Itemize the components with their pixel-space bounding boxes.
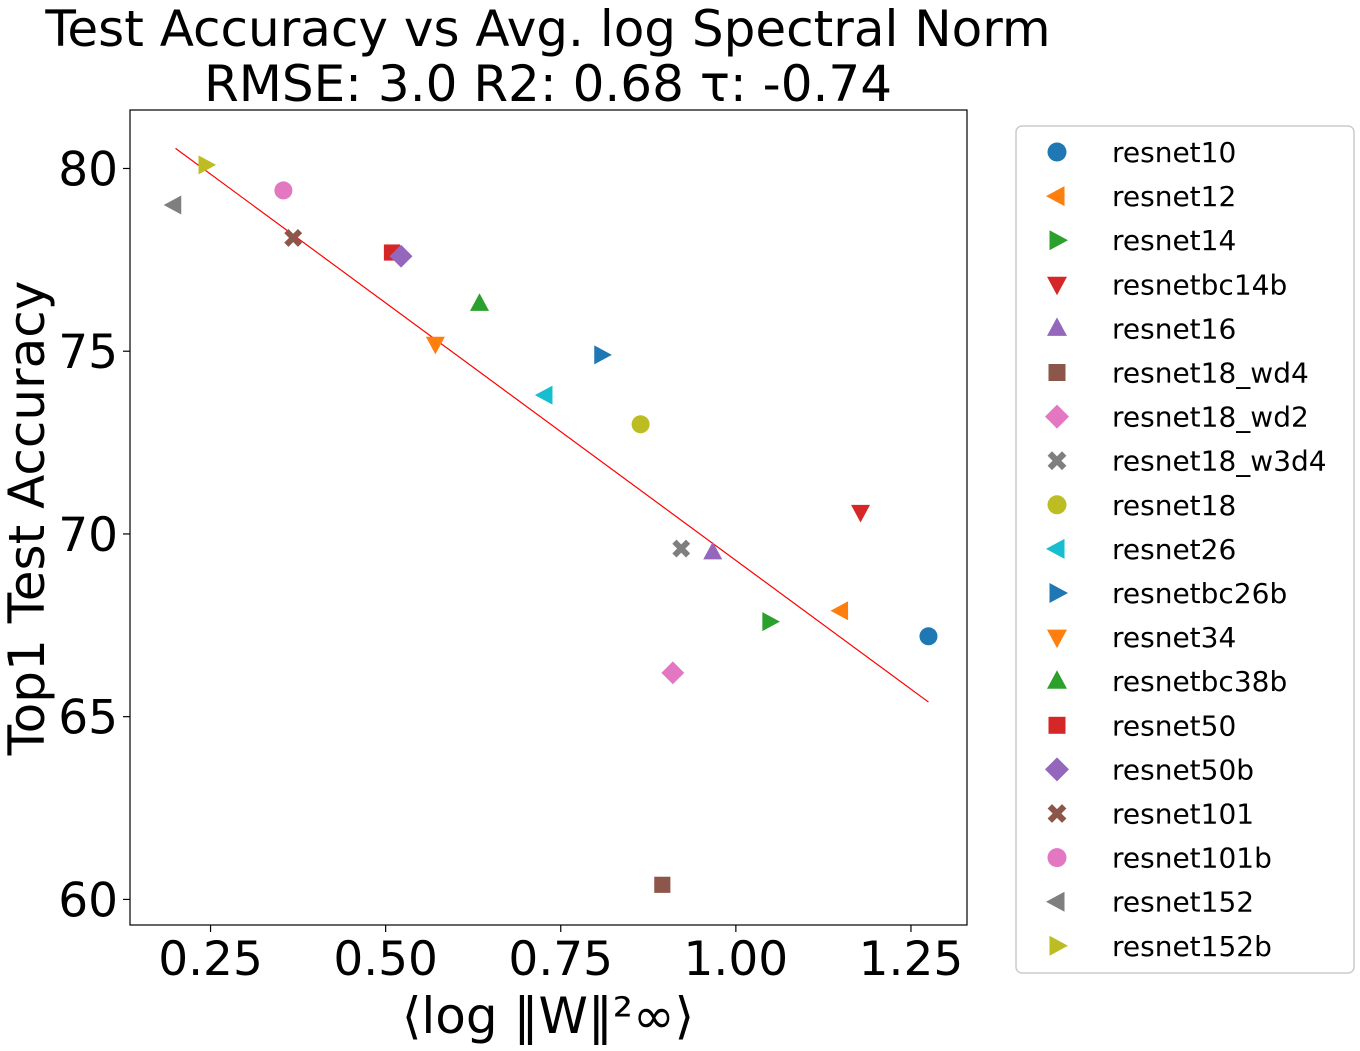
y-tick-label: 60	[58, 873, 118, 928]
plot-area	[163, 147, 938, 893]
legend-item-resnet50: resnet50	[1048, 709, 1236, 742]
legend-label: resnet152b	[1112, 930, 1272, 963]
legend-box	[1015, 125, 1355, 974]
legend-label: resnet101	[1112, 798, 1254, 831]
legend-label: resnet16	[1112, 312, 1236, 345]
legend-marker-resnet152	[1046, 891, 1065, 912]
legend-marker-resnet101	[1047, 804, 1067, 823]
data-point-resnet152	[163, 195, 182, 215]
legend-item-resnet152: resnet152	[1046, 886, 1254, 919]
legend-label: resnet18_wd4	[1112, 357, 1309, 390]
legend-item-resnet26: resnet26	[1046, 533, 1236, 566]
legend-item-resnetbc14b: resnetbc14b	[1047, 268, 1287, 301]
legend: resnet10 resnet12 resnet14 resnetbc14b resne…	[1015, 125, 1355, 974]
legend-marker-resnetbc14b	[1047, 276, 1067, 296]
legend-label: resnet14	[1112, 224, 1236, 257]
legend-label: resnetbc14b	[1112, 268, 1287, 301]
chart-title-line1: Test Accuracy vs Avg. log Spectral Norm	[44, 0, 1050, 58]
legend-label: resnet18	[1112, 489, 1236, 522]
legend-label: resnet12	[1112, 180, 1236, 213]
x-tick-label: 0.50	[333, 932, 438, 987]
x-tick-label: 0.75	[508, 932, 613, 987]
legend-item-resnet101: resnet101	[1047, 798, 1254, 831]
legend-marker-resnet10	[1047, 142, 1067, 162]
legend-marker-resnet50	[1048, 716, 1066, 734]
legend-label: resnetbc26b	[1112, 577, 1287, 610]
legend-label: resnet50b	[1112, 753, 1254, 786]
legend-item-resnet12: resnet12	[1046, 180, 1236, 213]
data-point-resnetbc38b	[470, 293, 490, 311]
legend-item-resnet18: resnet18	[1047, 489, 1236, 522]
legend-label: resnet50	[1112, 709, 1236, 742]
data-point-resnet18_w3d4	[672, 539, 691, 558]
y-tick-label: 65	[58, 691, 118, 746]
legend-item-resnet18_wd2: resnet18_wd2	[1045, 401, 1309, 434]
legend-item-resnet50b: resnet50b	[1045, 753, 1254, 786]
data-point-resnet152b	[198, 155, 217, 175]
data-point-resnet12	[830, 601, 849, 621]
legend-label: resnet34	[1112, 621, 1236, 654]
legend-marker-resnet16	[1047, 317, 1067, 336]
legend-item-resnet14: resnet14	[1049, 224, 1236, 257]
data-point-resnetbc14b	[851, 504, 871, 523]
legend-marker-resnet101b	[1047, 848, 1067, 868]
y-tick-label: 70	[58, 508, 118, 563]
data-point-resnet14	[762, 612, 780, 632]
x-tick-label: 1.00	[684, 932, 789, 987]
x-axis-ticks: 0.25 0.50 0.75 1.00 1.25	[158, 925, 963, 987]
legend-label: resnet10	[1112, 136, 1236, 169]
legend-label: resnet152	[1112, 886, 1254, 919]
y-tick-label: 80	[58, 142, 118, 197]
legend-label: resnetbc38b	[1112, 665, 1287, 698]
legend-marker-resnetbc38b	[1047, 670, 1067, 689]
legend-item-resnet18_wd4: resnet18_wd4	[1048, 357, 1309, 390]
data-point-resnet50b	[389, 244, 413, 268]
chart-title-line2: RMSE: 3.0 R2: 0.68 τ: -0.74	[204, 55, 892, 113]
data-point-resnet34	[425, 336, 445, 355]
data-point-resnet18_wd4	[654, 876, 671, 893]
legend-marker-resnet34	[1047, 629, 1067, 649]
legend-item-resnet34: resnet34	[1047, 621, 1236, 654]
legend-marker-resnet18	[1047, 495, 1067, 515]
data-point-resnet101b	[274, 181, 293, 200]
legend-marker-resnet18_wd4	[1048, 364, 1066, 381]
legend-item-resnet152b: resnet152b	[1049, 930, 1272, 963]
data-point-resnet10	[919, 627, 938, 646]
data-point-resnet18	[631, 415, 650, 434]
legend-marker-resnet14	[1049, 230, 1068, 251]
legend-label: resnet101b	[1112, 842, 1272, 875]
legend-marker-resnetbc26b	[1049, 583, 1068, 603]
data-point-resnet18_wd2	[661, 661, 685, 685]
legend-item-resnetbc38b: resnetbc38b	[1047, 665, 1287, 698]
legend-marker-resnet12	[1046, 186, 1065, 207]
y-axis-ticks: 60 65 70 75 80	[58, 142, 130, 928]
data-point-resnet16	[703, 541, 723, 560]
x-tick-label: 0.25	[158, 932, 263, 987]
legend-label: resnet26	[1112, 533, 1236, 566]
data-point-resnet26	[534, 385, 553, 405]
y-tick-label: 75	[58, 325, 118, 380]
legend-item-resnetbc26b: resnetbc26b	[1049, 577, 1287, 610]
legend-item-resnet101b: resnet101b	[1047, 842, 1272, 875]
legend-marker-resnet18_wd2	[1045, 404, 1069, 429]
y-axis-label: Top1 Test Accuracy	[0, 281, 56, 757]
legend-item-resnet10: resnet10	[1047, 136, 1236, 169]
data-point-resnet101	[284, 228, 303, 247]
legend-marker-resnet50b	[1045, 757, 1069, 782]
plot-frame	[129, 109, 968, 926]
legend-label: resnet18_w3d4	[1112, 445, 1327, 478]
regression-line	[175, 147, 929, 703]
legend-marker-resnet18_w3d4	[1047, 451, 1067, 471]
legend-marker-resnet26	[1046, 538, 1065, 559]
legend-label: resnet18_wd2	[1112, 401, 1309, 434]
legend-item-resnet16: resnet16	[1047, 312, 1236, 345]
legend-marker-resnet152b	[1049, 935, 1068, 956]
x-tick-label: 1.25	[859, 932, 964, 987]
x-axis-label: ⟨log ‖W‖²∞⟩	[402, 987, 694, 1045]
data-point-resnetbc26b	[594, 345, 612, 365]
legend-item-resnet18_w3d4: resnet18_w3d4	[1047, 445, 1327, 478]
